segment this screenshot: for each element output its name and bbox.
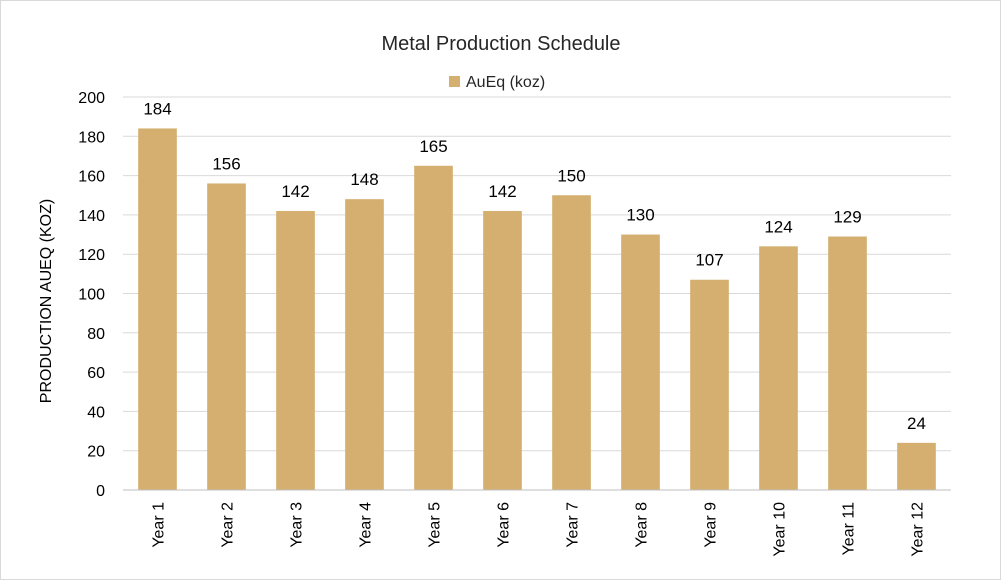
bar [621,234,660,490]
data-label: 24 [907,414,926,433]
legend-swatch [449,76,460,87]
x-tick-label: Year 2 [220,502,237,548]
data-label: 124 [764,217,792,236]
x-tick-label: Year 4 [358,502,375,548]
x-tick-label: Year 6 [496,502,513,548]
y-axis-label: PRODUCTION AUEQ (KOZ) [38,199,55,403]
data-labels: 184 156 142 148 165 142 150 130 107 124 129 24 [143,99,926,432]
data-label: 129 [833,208,861,227]
x-tick-label: Year 1 [151,502,168,548]
y-tick-label: 180 [78,129,105,146]
y-tick-label: 80 [87,326,105,343]
x-tick-label: Year 8 [634,502,651,548]
chart-title: Metal Production Schedule [381,33,620,55]
x-tick-label: Year 11 [841,502,858,555]
legend-label: AuEq (koz) [466,74,545,91]
bar [138,128,177,490]
y-tick-label: 20 [87,444,105,461]
bar [345,199,384,490]
y-tick-label: 160 [78,169,105,186]
bar [828,236,867,490]
x-axis-ticks: Year 1 Year 2 Year 3 Year 4 Year 5 Year 6 Year… [151,502,927,557]
x-tick-label: Year 3 [289,502,306,548]
bar [897,442,936,490]
bars [138,128,936,490]
y-tick-label: 60 [87,365,105,382]
x-tick-label: Year 12 [910,502,927,557]
y-tick-label: 0 [96,483,105,500]
y-tick-label: 100 [78,287,105,304]
bar [483,210,522,490]
data-label: 150 [557,166,585,185]
y-tick-label: 200 [78,90,105,107]
x-tick-label: Year 9 [703,502,720,548]
bar [414,165,453,490]
bar [207,183,246,490]
bar [552,195,591,490]
data-label: 142 [488,182,516,201]
gridlines [123,96,951,452]
bar [276,210,315,490]
x-tick-label: Year 5 [427,502,444,548]
x-tick-label: Year 10 [772,502,789,557]
bar [690,279,729,490]
data-label: 142 [281,182,309,201]
data-label: 148 [350,170,378,189]
y-tick-label: 140 [78,208,105,225]
data-label: 156 [212,154,240,173]
bar [759,246,798,490]
data-label: 107 [695,251,723,270]
y-axis-ticks: 0 20 40 60 80 100 120 140 160 180 200 [78,90,105,500]
x-tick-label: Year 7 [565,502,582,548]
y-tick-label: 120 [78,247,105,264]
data-label: 184 [143,99,171,118]
y-tick-label: 40 [87,404,105,421]
legend: AuEq (koz) [449,74,545,91]
data-label: 165 [419,137,447,156]
data-label: 130 [626,206,654,225]
